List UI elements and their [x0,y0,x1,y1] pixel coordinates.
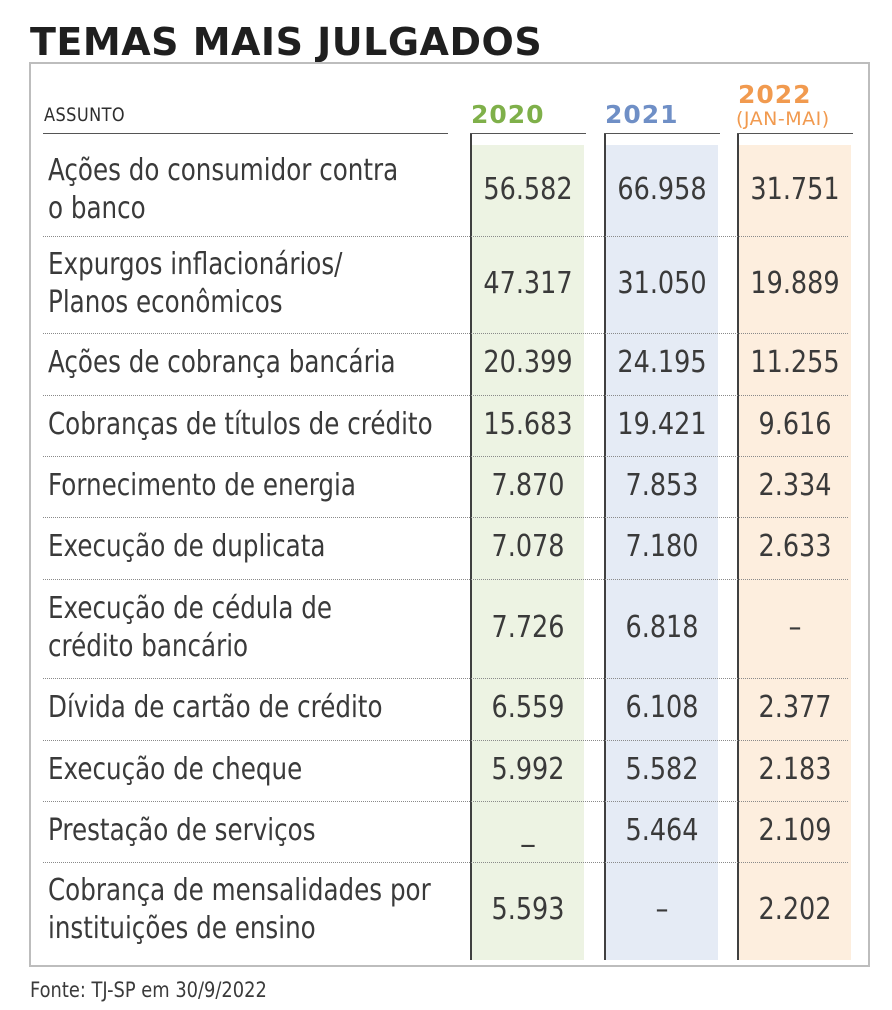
col-2020-background [472,145,584,960]
cell-2021: 66.958 [617,171,707,207]
cell-2020: 7.078 [491,529,565,564]
cell-2022: 31.751 [750,171,840,207]
cell-2021: 24.195 [617,345,707,380]
header-rule [43,133,448,134]
row-separator [43,517,848,518]
row-label: Fornecimento de energia [48,467,356,503]
cell-2020: 56.582 [483,171,573,207]
row-label: Dívida de cartão de crédito [48,690,383,725]
cell-2020: _ [521,812,535,848]
col-2021-background [606,145,718,960]
row-separator [43,395,848,396]
row-label: Ações do consumidor contra [48,152,399,188]
row-label: instituições de ensino [48,911,316,946]
cell-2022: – [788,609,802,645]
row-separator [43,456,848,457]
chart-title: TEMAS MAIS JULGADOS [30,20,543,64]
col-2022-left-line [737,133,739,960]
row-label: Prestação de serviços [48,812,316,848]
row-label: Execução de duplicata [48,529,326,564]
row-label: Execução de cheque [48,751,303,787]
cell-2022: 2.183 [758,751,832,787]
col-2020-left-line [470,133,472,960]
header-assunto: ASSUNTO [44,104,126,126]
cell-2020: 5.992 [491,751,565,787]
cell-2020: 15.683 [483,406,573,442]
cell-2022: 11.255 [750,345,840,380]
col-2020-header-rule [470,133,586,134]
row-separator [43,862,848,863]
row-label: o banco [48,190,146,226]
cell-2021: 6.108 [625,690,699,725]
header-2022: 2022 [738,80,812,109]
cell-2020: 6.559 [491,690,565,725]
cell-2020: 7.726 [491,609,565,645]
cell-2021: – [655,892,669,927]
row-label: Execução de cédula de [48,590,332,626]
header-2021: 2021 [605,100,679,129]
cell-2022: 19.889 [750,265,840,301]
col-2022-header-rule [737,133,853,134]
row-label: Planos econômicos [48,284,283,320]
row-separator [43,801,848,802]
table-frame [29,62,870,967]
row-label: Expurgos inflacionários/ [48,246,343,282]
cell-2022: 2.377 [758,690,832,725]
cell-2022: 2.202 [758,892,832,927]
cell-2020: 20.399 [483,345,573,380]
col-2022-background [739,145,851,960]
row-label: crédito bancário [48,628,249,664]
row-separator [43,678,848,679]
col-2021-header-rule [604,133,720,134]
cell-2022: 2.334 [758,467,832,503]
row-separator [43,579,848,580]
row-separator [43,333,848,334]
cell-2021: 7.853 [625,467,699,503]
row-separator [43,740,848,741]
cell-2020: 47.317 [483,265,573,301]
header-2022-subtitle: (JAN-MAI) [736,108,830,130]
row-label: Cobranças de títulos de crédito [48,406,433,442]
cell-2022: 2.633 [758,529,832,564]
row-separator [43,236,848,237]
source-note: Fonte: TJ-SP em 30/9/2022 [30,978,267,1002]
cell-2021: 6.818 [625,609,699,645]
cell-2022: 9.616 [758,406,832,442]
cell-2021: 31.050 [617,265,707,301]
cell-2021: 5.464 [625,812,699,848]
row-label: Ações de cobrança bancária [48,345,396,380]
cell-2021: 19.421 [617,406,707,442]
cell-2020: 5.593 [491,892,565,927]
cell-2020: 7.870 [491,467,565,503]
cell-2021: 7.180 [625,529,699,564]
col-2021-left-line [604,133,606,960]
cell-2021: 5.582 [625,751,699,787]
row-label: Cobrança de mensalidades por [48,873,431,908]
header-2020: 2020 [471,100,545,129]
cell-2022: 2.109 [758,812,832,848]
